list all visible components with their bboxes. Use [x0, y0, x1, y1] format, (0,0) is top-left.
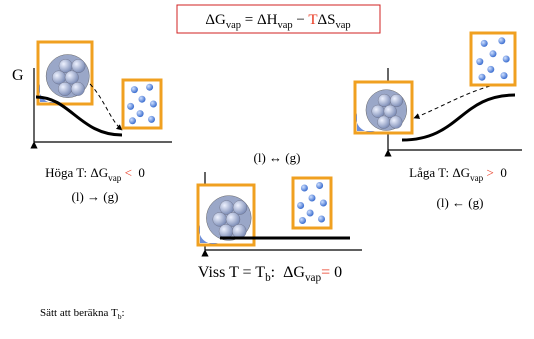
cond-sub: vap [305, 272, 322, 284]
gas-molecule [479, 74, 486, 81]
gas-molecule [299, 217, 306, 224]
cond-part: 0 [135, 165, 145, 180]
gas-molecule [320, 200, 327, 207]
cond-part: Låga T: ΔG [409, 165, 470, 180]
middle-condition: Viss T = Tb: ΔGvap= 0 [198, 264, 342, 284]
gas-molecule [139, 96, 146, 103]
cond-part: < [121, 165, 135, 180]
dashed-arrow [90, 84, 122, 130]
gas-molecule [150, 101, 157, 108]
gas-molecule [131, 86, 138, 93]
gas-box [471, 33, 515, 85]
molecule [219, 224, 233, 238]
molecule [233, 201, 247, 215]
molecule [390, 94, 403, 107]
gas-molecule [318, 216, 325, 223]
eq-sub: vap [335, 20, 350, 31]
footer-part: : [122, 307, 125, 319]
reaction: (l) → (g) [72, 189, 119, 204]
gas-box [293, 178, 331, 228]
gas-molecule [476, 58, 483, 65]
cond-sub: vap [108, 173, 122, 183]
left-condition: Höga T: ΔGvap < 0 [45, 165, 145, 183]
gas-molecule [501, 72, 508, 79]
molecule [72, 59, 86, 73]
axis-label: G [12, 67, 24, 84]
gas-molecule [503, 56, 510, 63]
liquid-box [38, 42, 92, 104]
gas-molecule [307, 210, 314, 217]
molecule [377, 116, 390, 129]
gas-molecule [301, 185, 308, 192]
cond-part: 0 [497, 165, 507, 180]
eq-part: T [308, 12, 317, 28]
gas-molecule [309, 195, 316, 202]
molecule [58, 82, 72, 96]
liquid-box [355, 82, 412, 133]
cond-part: 0 [330, 264, 342, 281]
eq-sub: vap [226, 20, 241, 31]
gas-molecule [487, 66, 494, 73]
gas-molecule [146, 84, 153, 91]
footer: Sätt att beräkna Tb: [40, 307, 125, 321]
gas-molecule [127, 103, 134, 110]
eq-part: ΔG [205, 12, 226, 28]
gas-molecule [490, 50, 497, 57]
cond-part: : ΔG [271, 264, 306, 281]
gas-molecule [498, 37, 505, 44]
eq-sub: vap [277, 20, 292, 31]
cond-part: > [483, 165, 497, 180]
molecule [232, 224, 246, 238]
gas-molecule [137, 110, 144, 117]
cond-part: Höga T: ΔG [45, 165, 108, 180]
curve [402, 95, 515, 140]
gas-box [123, 80, 161, 128]
gas-molecule [316, 182, 323, 189]
molecule [71, 82, 85, 96]
gas-molecule [481, 40, 488, 47]
cond-sub: vap [470, 173, 484, 183]
footer-part: Sätt att beräkna T [40, 307, 118, 319]
gas-molecule [148, 116, 155, 123]
reaction: (l) ↔ (g) [254, 150, 301, 165]
cond-part: Viss T = T [198, 264, 265, 281]
eq-part: = ΔH [241, 12, 278, 28]
slide: ΔGvap = ΔHvap − TΔSvap G Höga T: ΔGvap <… [0, 0, 534, 339]
reaction: (l) ← (g) [437, 195, 484, 210]
gas-molecule [129, 117, 136, 124]
dashed-arrow [414, 86, 490, 118]
cond-part: = [321, 264, 330, 281]
eq-part: − [293, 12, 309, 28]
gas-molecule [297, 202, 304, 209]
molecule [390, 116, 403, 129]
liquid-box [198, 185, 254, 245]
eq-part: ΔS [317, 12, 335, 28]
right-condition: Låga T: ΔGvap > 0 [409, 165, 507, 183]
